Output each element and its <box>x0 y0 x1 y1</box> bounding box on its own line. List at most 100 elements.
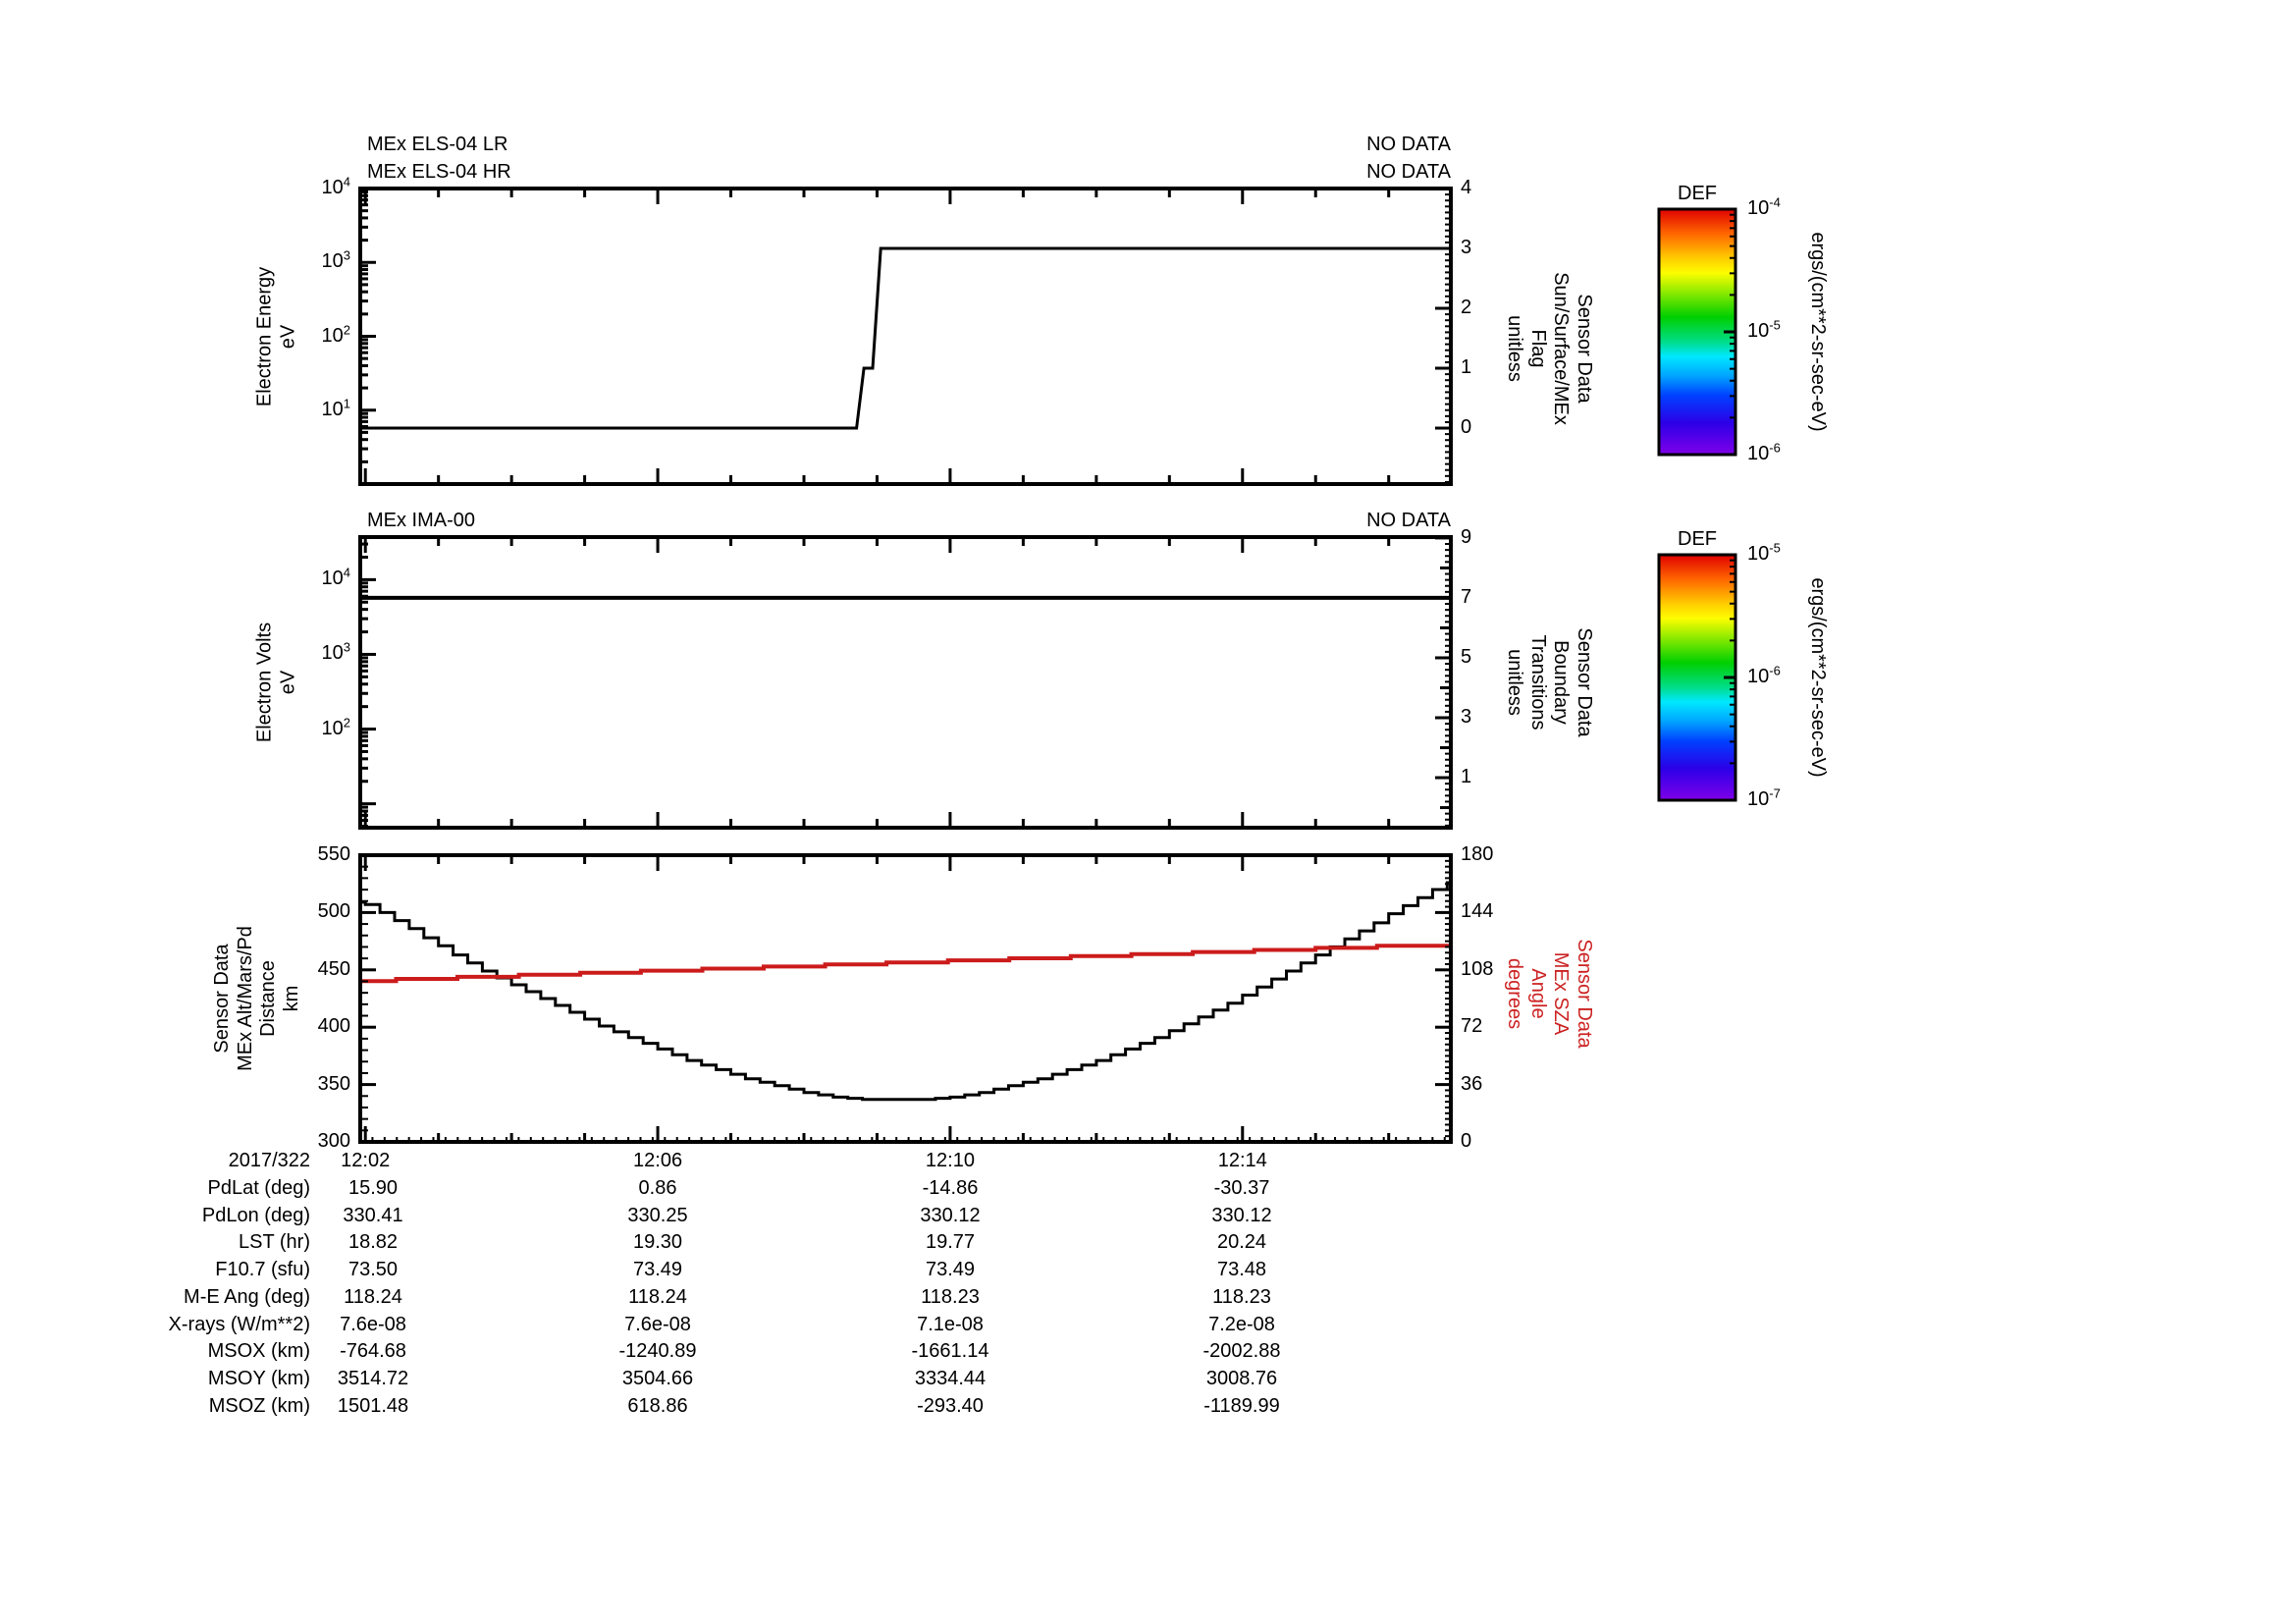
table-cell: -30.37 <box>1213 1177 1270 1200</box>
table-cell: 20.24 <box>1216 1231 1267 1254</box>
colorbar-tick-label: 10-7 <box>1747 785 1781 811</box>
y-tick-label: 350 <box>317 1072 350 1095</box>
table-cell: 118.24 <box>628 1286 687 1309</box>
table-cell: 15.90 <box>347 1177 399 1200</box>
table-cell: 330.41 <box>343 1205 403 1227</box>
colorbar-unit-label: ergs/(cm**2-sr-sec-eV) <box>1806 577 1829 778</box>
right-y-tick-label: 1 <box>1461 766 1472 788</box>
table-cell: 73.50 <box>347 1259 399 1281</box>
table-cell: 330.12 <box>1211 1205 1272 1227</box>
table-cell: 7.6e-08 <box>624 1314 691 1336</box>
table-row-label: PdLon (deg) <box>201 1205 310 1227</box>
table-cell: 73.48 <box>1216 1259 1267 1281</box>
right-axis-label: Sensor Data Boundary Transitions unitles… <box>1504 627 1596 737</box>
ima-panel <box>358 535 1453 830</box>
y-tick-label: 101 <box>321 396 350 420</box>
table-cell: 3008.76 <box>1205 1368 1278 1390</box>
table-cell: 3514.72 <box>337 1368 409 1390</box>
table-cell: 7.1e-08 <box>917 1314 984 1336</box>
x-tick-label: 12:06 <box>633 1150 683 1172</box>
right-y-tick-label: 72 <box>1461 1015 1483 1038</box>
x-tick-label: 12:02 <box>341 1150 391 1172</box>
x-tick-label: 12:10 <box>925 1150 975 1172</box>
table-cell: 3504.66 <box>621 1368 694 1390</box>
table-cell: -293.40 <box>917 1395 984 1418</box>
y-tick-label: 103 <box>321 247 350 273</box>
table-cell: 73.49 <box>632 1259 683 1281</box>
y-tick-label: 103 <box>321 640 350 665</box>
table-row-label: F10.7 (sfu) <box>215 1259 310 1281</box>
left-axis-label: Sensor Data MEx Alt/Mars/Pd Distance km <box>210 926 302 1071</box>
right-y-tick-label: 36 <box>1461 1072 1483 1095</box>
y-tick-label: 500 <box>317 900 350 923</box>
ephemeris-panel <box>358 853 1453 1144</box>
right-y-tick-label: 180 <box>1461 843 1494 866</box>
panel-title: MEx IMA-00 <box>367 510 476 532</box>
table-cell: -14.86 <box>922 1177 979 1200</box>
table-cell: -2002.88 <box>1202 1340 1281 1363</box>
right-y-tick-label: 0 <box>1461 1130 1472 1153</box>
table-cell: 18.82 <box>347 1231 399 1254</box>
table-cell: -1189.99 <box>1203 1395 1280 1418</box>
no-data-label: NO DATA <box>1366 161 1451 184</box>
table-cell: 118.23 <box>1212 1286 1271 1309</box>
table-cell: 1501.48 <box>337 1395 409 1418</box>
right-y-tick-label: 5 <box>1461 646 1472 669</box>
y-tick-label: 104 <box>321 565 350 590</box>
table-cell: 618.86 <box>627 1395 688 1418</box>
colorbar-0 <box>1657 207 1737 457</box>
right-y-tick-label: 108 <box>1461 958 1494 980</box>
table-row-label: M-E Ang (deg) <box>184 1286 310 1309</box>
right-axis-label: Sensor Data MEx SZA Angle degrees <box>1504 939 1596 1049</box>
table-cell: 19.77 <box>925 1231 976 1254</box>
right-y-tick-label: 9 <box>1461 526 1472 549</box>
right-axis-label: Sensor Data Sun/Surface/MEx Flag unitles… <box>1504 272 1596 425</box>
table-cell: 118.23 <box>921 1286 980 1309</box>
y-tick-label: 102 <box>321 322 350 347</box>
mex-altitude-km-curve <box>360 881 1451 1102</box>
panel-title: MEx ELS-04 LR <box>367 134 508 156</box>
colorbar-title: DEF <box>1678 528 1717 551</box>
table-cell: 7.6e-08 <box>340 1314 406 1336</box>
right-y-tick-label: 3 <box>1461 237 1472 259</box>
table-row-label: PdLat (deg) <box>207 1177 310 1200</box>
table-cell: 73.49 <box>925 1259 976 1281</box>
colorbar-unit-label: ergs/(cm**2-sr-sec-eV) <box>1806 232 1829 432</box>
table-row-label: LST (hr) <box>239 1231 310 1254</box>
table-cell: 330.25 <box>627 1205 688 1227</box>
table-row-label: MSOY (km) <box>207 1368 310 1390</box>
left-axis-label: Electron Energy eV <box>253 266 298 407</box>
colorbar-tick-label: 10-5 <box>1747 317 1781 343</box>
right-y-tick-label: 2 <box>1461 297 1472 319</box>
colorbar-1 <box>1657 553 1737 802</box>
y-tick-label: 300 <box>317 1130 350 1153</box>
colorbar-tick-label: 10-6 <box>1747 663 1781 688</box>
table-row-label: MSOX (km) <box>207 1340 310 1363</box>
colorbar-title: DEF <box>1678 183 1717 205</box>
table-cell: 0.86 <box>638 1177 677 1200</box>
colorbar-tick-label: 10-5 <box>1747 540 1781 566</box>
table-row-label: X-rays (W/m**2) <box>168 1314 310 1336</box>
no-data-label: NO DATA <box>1366 510 1451 532</box>
y-tick-label: 550 <box>317 843 350 866</box>
table-cell: -1240.89 <box>618 1340 697 1363</box>
table-cell: 3334.44 <box>914 1368 987 1390</box>
table-row-label: MSOZ (km) <box>208 1395 310 1418</box>
table-cell: -1661.14 <box>911 1340 989 1363</box>
mex-sza-degrees-curve <box>360 944 1451 984</box>
table-cell: 330.12 <box>920 1205 981 1227</box>
colorbar-tick-label: 10-4 <box>1747 194 1781 220</box>
panel-title: MEx ELS-04 HR <box>367 161 511 184</box>
table-cell: 7.2e-08 <box>1208 1314 1275 1336</box>
els-panel <box>358 187 1453 486</box>
sun-surface-mex-flag-curve <box>360 246 1451 430</box>
y-tick-label: 104 <box>321 174 350 199</box>
date-label: 2017/322 <box>228 1150 310 1172</box>
table-cell: 118.24 <box>344 1286 402 1309</box>
no-data-label: NO DATA <box>1366 134 1451 156</box>
right-y-tick-label: 7 <box>1461 586 1472 609</box>
right-y-tick-label: 144 <box>1461 900 1494 923</box>
right-y-tick-label: 3 <box>1461 706 1472 729</box>
